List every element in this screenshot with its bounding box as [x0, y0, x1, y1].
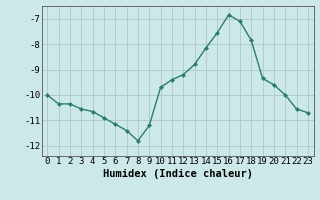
X-axis label: Humidex (Indice chaleur): Humidex (Indice chaleur): [103, 169, 252, 179]
